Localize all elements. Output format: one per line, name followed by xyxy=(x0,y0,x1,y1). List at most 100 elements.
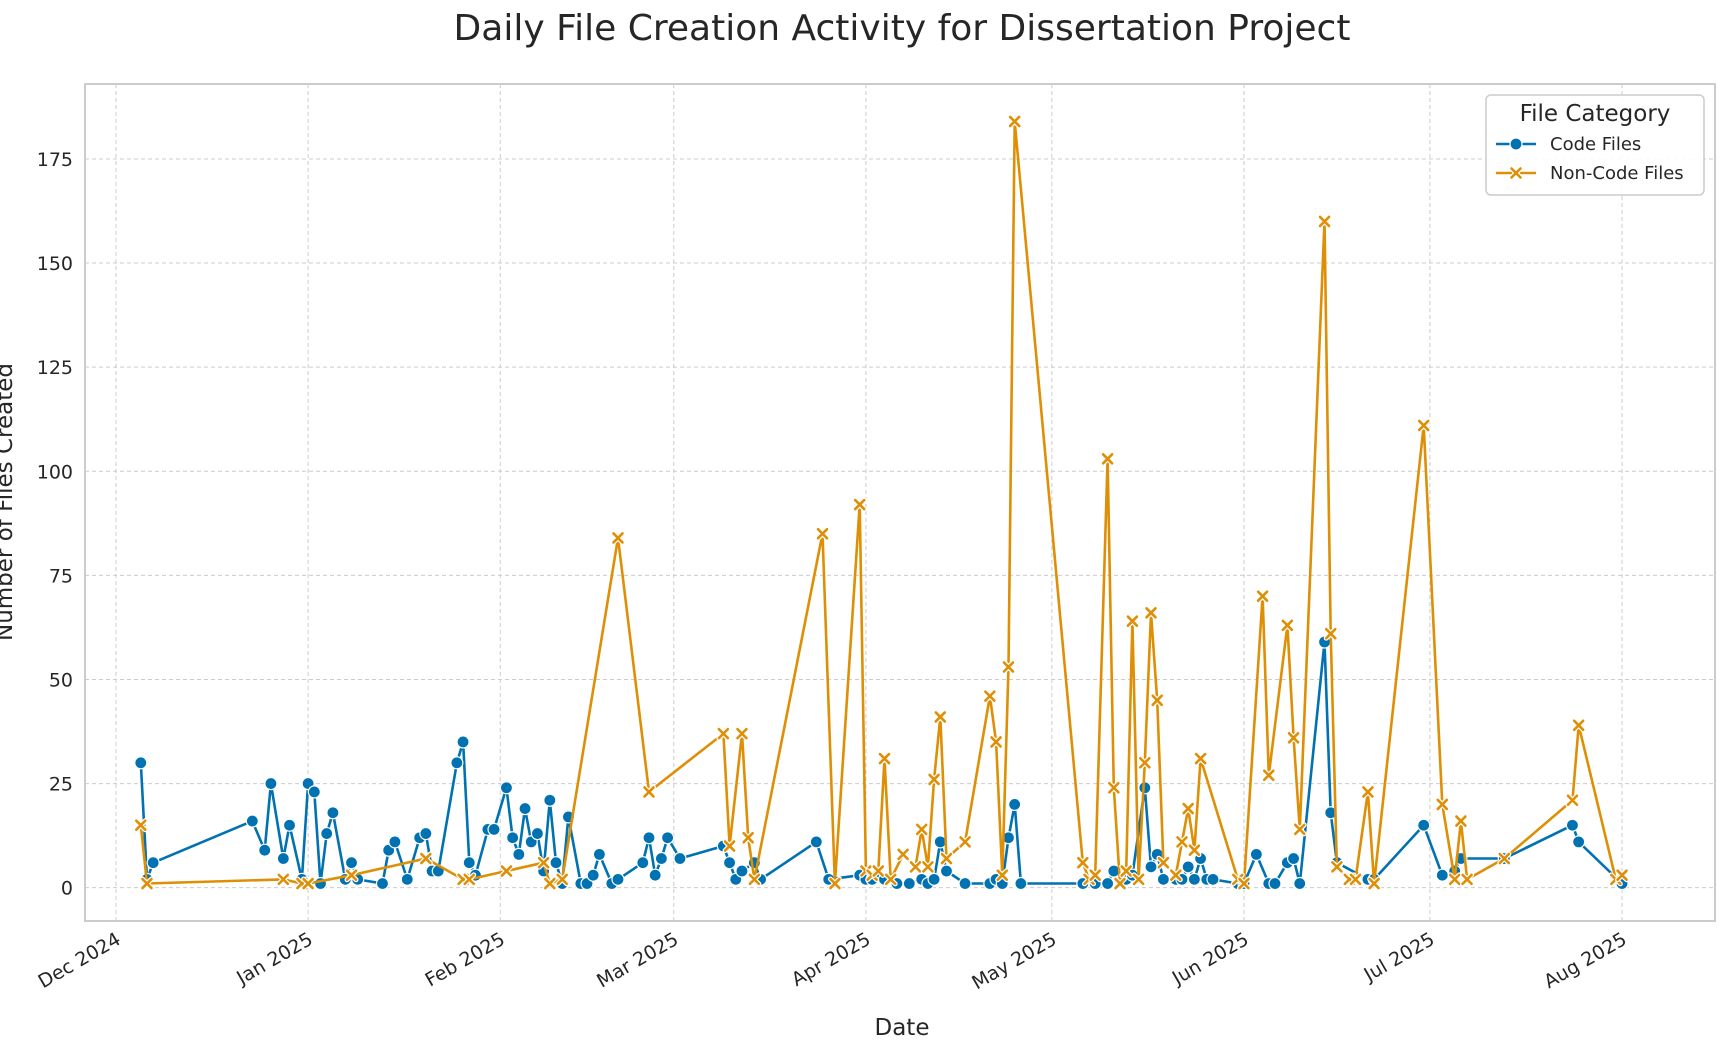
data-point-code-files xyxy=(1268,876,1282,891)
data-point-code-files xyxy=(276,851,290,866)
data-point-non-code-files xyxy=(542,876,557,891)
x-tick-labels: Dec 2024 Jan 2025 Feb 2025 Mar 2025 Apr 2025… xyxy=(35,928,1631,994)
data-point-code-files xyxy=(388,835,402,849)
data-point-non-code-files xyxy=(1460,872,1475,887)
x-tick-label: Jan 2025 xyxy=(232,928,316,989)
data-point-code-files xyxy=(512,847,526,861)
data-point-non-code-files xyxy=(908,859,923,874)
data-point-code-files xyxy=(1286,851,1301,866)
legend-label: Code Files xyxy=(1550,134,1641,155)
data-point-non-code-files xyxy=(301,876,316,891)
data-point-non-code-files xyxy=(1156,855,1171,870)
data-point-code-files xyxy=(307,785,321,799)
data-point-non-code-files xyxy=(896,847,911,862)
data-point-code-files xyxy=(320,826,334,841)
data-point-non-code-files xyxy=(1323,626,1338,641)
data-point-non-code-files xyxy=(933,709,948,724)
y-tick-label: 50 xyxy=(49,669,73,691)
data-point-non-code-files xyxy=(139,876,154,891)
x-tick-label: Apr 2025 xyxy=(788,928,875,991)
data-point-non-code-files xyxy=(722,839,737,854)
x-tick-label: Feb 2025 xyxy=(421,928,508,991)
data-point-non-code-files xyxy=(1131,872,1146,887)
data-point-non-code-files xyxy=(1615,868,1630,883)
data-point-non-code-files xyxy=(1088,868,1103,883)
data-point-non-code-files xyxy=(1001,659,1016,674)
data-point-non-code-files xyxy=(133,818,148,833)
data-point-non-code-files xyxy=(982,689,997,704)
data-point-code-files xyxy=(902,876,916,891)
data-point-code-files xyxy=(722,856,737,870)
data-point-code-files xyxy=(1144,860,1158,874)
data-point-code-files xyxy=(344,856,359,870)
y-tick-label: 100 xyxy=(37,461,73,483)
data-point-code-files xyxy=(258,843,272,857)
data-point-non-code-files xyxy=(462,872,477,887)
data-point-non-code-files xyxy=(989,734,1004,749)
data-point-non-code-files xyxy=(815,526,830,541)
data-point-non-code-files xyxy=(1447,872,1462,887)
data-point-code-files xyxy=(927,872,941,886)
data-point-non-code-files xyxy=(716,726,731,741)
data-point-code-files xyxy=(592,847,607,861)
data-point-code-files xyxy=(939,864,954,878)
x-tick-label: Dec 2024 xyxy=(35,928,125,993)
data-point-code-files xyxy=(282,818,297,832)
data-point-non-code-files xyxy=(852,497,867,512)
chart-title: Daily File Creation Activity for Dissert… xyxy=(454,8,1351,49)
data-point-code-files xyxy=(245,814,259,828)
data-point-non-code-files xyxy=(1150,693,1165,708)
data-point-code-files xyxy=(134,756,148,770)
legend-title: File Category xyxy=(1520,101,1671,127)
data-point-non-code-files xyxy=(1571,718,1586,733)
data-point-non-code-files xyxy=(1106,780,1121,795)
x-tick-label: Mar 2025 xyxy=(593,928,682,992)
data-point-non-code-files xyxy=(1286,730,1301,745)
data-point-non-code-files xyxy=(1137,755,1152,770)
data-point-non-code-files xyxy=(914,822,929,837)
data-point-code-files xyxy=(400,872,414,886)
data-point-code-files xyxy=(1435,868,1449,882)
data-point-code-files xyxy=(543,793,557,807)
y-tick-label: 0 xyxy=(61,878,73,900)
legend: File Category Code Files Non-Code Files xyxy=(1485,94,1705,196)
y-axis-label: Number of Files Created xyxy=(0,363,18,641)
data-point-non-code-files xyxy=(276,872,291,887)
data-point-non-code-files xyxy=(1367,876,1382,891)
data-point-non-code-files xyxy=(418,851,433,866)
data-point-code-files xyxy=(1293,876,1307,891)
data-point-code-files xyxy=(648,868,662,882)
data-point-non-code-files xyxy=(1348,872,1363,887)
data-point-non-code-files xyxy=(1175,834,1189,849)
data-point-non-code-files xyxy=(1187,843,1202,858)
data-point-code-files xyxy=(1565,818,1580,832)
legend-items: Code Files Non-Code Files xyxy=(1496,134,1684,184)
data-point-code-files xyxy=(1206,872,1220,886)
data-point-non-code-files xyxy=(827,876,842,891)
data-point-non-code-files xyxy=(1236,876,1251,891)
data-point-code-files xyxy=(1417,818,1431,832)
series-layer xyxy=(133,114,1630,891)
data-point-non-code-files xyxy=(1119,864,1134,879)
data-point-non-code-files xyxy=(1435,797,1450,812)
data-point-non-code-files xyxy=(1317,214,1332,229)
legend-box xyxy=(1485,94,1705,196)
data-point-non-code-files xyxy=(1416,418,1431,433)
data-point-code-files xyxy=(506,831,520,845)
data-point-non-code-files xyxy=(927,772,942,787)
data-point-non-code-files xyxy=(1497,851,1512,866)
data-point-code-files xyxy=(809,835,823,849)
data-point-non-code-files xyxy=(1075,855,1090,870)
series-line-non-code-files xyxy=(139,120,1623,885)
y-tick-labels: 0 25 50 75 100 125 150 175 xyxy=(37,149,73,900)
data-point-code-files xyxy=(642,831,656,845)
data-point-code-files xyxy=(326,806,340,820)
data-point-code-files xyxy=(1249,847,1263,861)
y-tick-label: 175 xyxy=(37,149,73,171)
data-point-code-files xyxy=(487,822,501,836)
data-point-code-files xyxy=(654,851,668,866)
data-point-code-files xyxy=(419,826,433,841)
data-point-non-code-files xyxy=(1565,793,1580,808)
legend-swatch-marker xyxy=(1509,166,1523,180)
